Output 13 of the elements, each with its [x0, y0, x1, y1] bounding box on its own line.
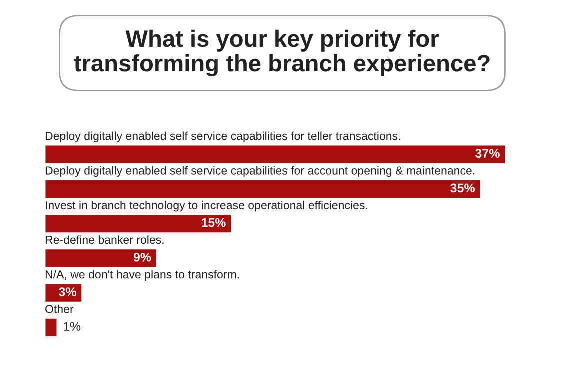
y-tick-label: Deploy digitally enabled self service capabilities for account opening & maintenance. — [46, 166, 475, 178]
y-tick-label: Invest in branch technology to increase operational efficiencies. — [46, 200, 368, 212]
data-label: 15% — [202, 218, 226, 228]
y-tick-label: Deploy digitally enabled self service capabilities for teller transactions. — [46, 132, 400, 142]
data-label: 9% — [134, 252, 152, 262]
chart-title: What is your key priority for transforming the branch experience? — [74, 30, 490, 77]
y-tick-label: Other — [46, 304, 74, 314]
data-label: 37% — [476, 149, 500, 158]
data-label: 1% — [64, 322, 81, 331]
y-tick-label: N/A, we don't have plans to transform. — [46, 270, 240, 281]
data-label: 3% — [59, 288, 76, 296]
data-label: 35% — [450, 184, 475, 193]
y-tick-label: Re-define banker roles. — [46, 236, 164, 244]
